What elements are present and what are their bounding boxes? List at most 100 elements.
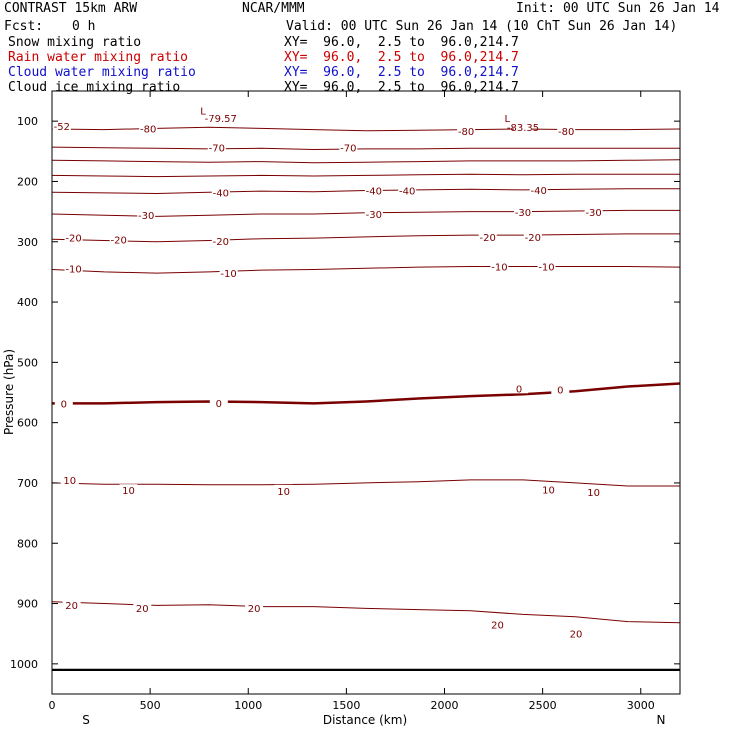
contour-label: 0: [557, 386, 563, 397]
contour-label: -10: [538, 263, 554, 274]
contour-label: 10: [277, 487, 290, 498]
field-rain-name: Rain water mixing ratio: [8, 50, 189, 65]
contour-labels: -80-79.57L-80 -83.35L-80-52-70 -70-40 -40 -4…: [52, 104, 603, 641]
x-tick-label: 0: [49, 699, 56, 712]
contour-label: -40: [399, 187, 415, 198]
contour-label: -70: [209, 144, 225, 155]
field-rain-xy: XY= 96.0, 2.5 to 96.0,214.7: [284, 50, 519, 65]
valid-time: Valid: 00 UTC Sun 26 Jan 14 (10 ChT Sun …: [286, 19, 678, 34]
contour-label-bg: [133, 601, 152, 613]
contour-label: -20: [111, 235, 127, 246]
contour-label: 20: [136, 604, 149, 615]
contour-label: 0: [216, 399, 222, 410]
contour-label: -20: [65, 234, 81, 245]
contour-label-bg: [211, 112, 230, 124]
x-tick-label: 3000: [627, 699, 655, 712]
contour-label: 20: [248, 604, 261, 615]
contour-label-bg: [109, 233, 128, 245]
contour-label: -10: [491, 263, 507, 274]
x-tick-label: 2000: [431, 699, 459, 712]
forecast-label: Fcst:: [4, 19, 44, 34]
contour-label: 20: [491, 621, 504, 632]
contour-label-bg: [457, 124, 476, 136]
contour-label-bg: [60, 473, 79, 485]
contour-label-bg: [537, 260, 556, 272]
contour-label: -30: [138, 211, 154, 222]
contour-label-bg: [557, 124, 576, 136]
contour-label: -40: [366, 187, 382, 198]
contour-label-bg: [52, 120, 71, 131]
contour-label: -10: [220, 269, 236, 280]
contour-label: 10: [587, 488, 600, 499]
contour-label: -80: [558, 127, 574, 138]
contour-label-bg: [211, 186, 230, 198]
contour-label: -40: [213, 188, 229, 199]
y-tick-label: 500: [17, 356, 38, 369]
contour-label-bg: [523, 230, 542, 242]
contour-label-bg: [514, 206, 532, 218]
contour-label: 0: [61, 399, 67, 410]
init-time: Init: 00 UTC Sun 26 Jan 14: [516, 1, 720, 16]
y-tick-label: 700: [17, 477, 38, 490]
x-axis-label: Distance (km): [323, 713, 407, 727]
contour-label: 20: [65, 601, 78, 612]
contour-label-bg: [137, 209, 156, 221]
y-axis-label: Pressure (hPa): [2, 349, 16, 435]
contour-label: -30: [585, 208, 601, 219]
contour-label-bg: [539, 483, 558, 495]
contour-label: L: [505, 114, 511, 125]
x-tick-label: 2500: [529, 699, 557, 712]
contour-label-bg: [567, 627, 585, 639]
contour-label: -52: [54, 122, 70, 133]
contour-minus10: [51, 266, 681, 274]
plot-frame: [51, 90, 681, 695]
contour-minus70: [51, 146, 680, 151]
contour-label-bg: [219, 267, 238, 279]
contour-label-bg: [119, 484, 138, 496]
contour-10: [51, 479, 680, 487]
field-cloudwater-xy: XY= 96.0, 2.5 to 96.0,214.7: [284, 65, 519, 80]
contour-label-bg: [339, 141, 358, 153]
contour-label-bg: [551, 383, 570, 395]
contour-label-bg: [209, 396, 228, 408]
y-tick-label: 800: [17, 537, 38, 550]
y-tick-label: 400: [17, 296, 38, 309]
contour-label-bg: [207, 141, 226, 153]
contour-label: -40: [531, 186, 547, 197]
contour-label: 10: [63, 476, 76, 487]
contour-label: L: [200, 106, 206, 117]
contour-label-bg: [364, 208, 383, 219]
x-tick-label: 500: [140, 699, 161, 712]
contour-label-bg: [139, 122, 158, 134]
y-tick-label: 200: [17, 175, 38, 188]
contour-label-bg: [64, 231, 83, 243]
x-axis: 0 500 1000 1500 2000 2500 3000: [49, 91, 655, 712]
contour-label: 0: [516, 384, 522, 395]
contour-label-bg: [584, 206, 603, 218]
north-label: N: [657, 713, 666, 727]
contour-label-bg: [498, 112, 517, 124]
model-title: CONTRAST 15km ARW: [4, 1, 138, 16]
y-tick-label: 1000: [10, 658, 38, 671]
contour-label: -20: [480, 233, 496, 244]
contour-label-bg: [398, 184, 417, 196]
contour-label-bg: [488, 618, 507, 630]
contour-lines: [51, 126, 681, 624]
forecast-value: 0 h: [72, 19, 96, 34]
contour-label: 20: [570, 630, 583, 641]
contour-label: -30: [515, 208, 531, 219]
contour-label-bg: [245, 601, 264, 613]
contour-label-bg: [274, 484, 293, 496]
x-tick-label: 1000: [234, 699, 262, 712]
field-snow-name: Snow mixing ratio: [8, 35, 142, 50]
contour-label: 10: [122, 486, 135, 497]
y-tick-label: 100: [17, 115, 38, 128]
contour-20: [51, 601, 681, 624]
contour-label-bg: [64, 262, 83, 274]
contour-label: -79.57: [205, 114, 237, 125]
contour-minus60: [51, 159, 681, 164]
field-cloudwater-name: Cloud water mixing ratio: [8, 65, 196, 80]
contour-label: -10: [65, 264, 81, 275]
contour-label-bg: [514, 121, 532, 133]
